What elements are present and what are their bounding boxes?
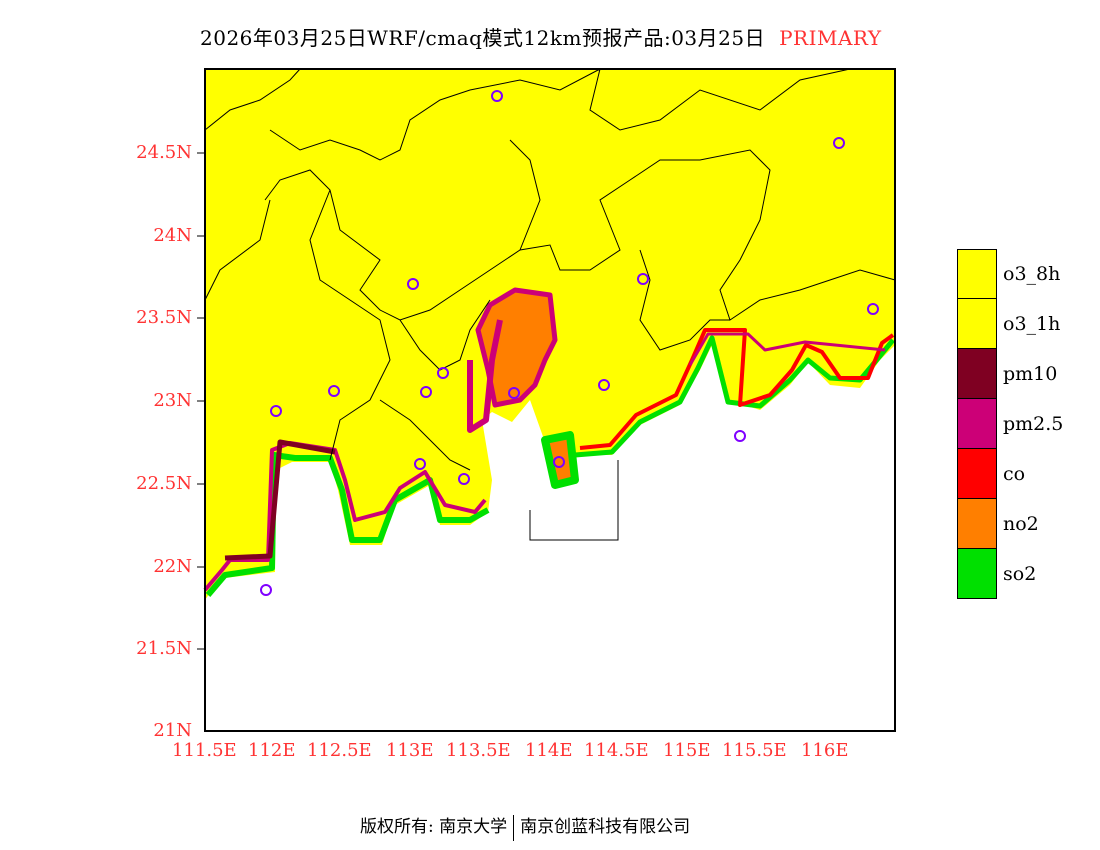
sea-area: [205, 345, 895, 731]
legend-label: pm2.5: [1003, 413, 1064, 435]
legend-label: no2: [1003, 513, 1039, 535]
city-markers: [260, 90, 879, 596]
legend-label: o3_1h: [1003, 313, 1061, 335]
x-tick-label: 116E: [801, 740, 849, 761]
y-tick-label: 21N: [153, 720, 192, 741]
y-tick-label: 23N: [153, 390, 192, 411]
y-tick-label: 22.5N: [136, 473, 192, 494]
copyright-owner: 版权所有: 南京大学: [360, 817, 508, 837]
coast-band-east-pm25: [688, 332, 886, 366]
coast-band-east-outer: [579, 328, 895, 450]
x-tick-label: 111.5E: [172, 740, 237, 761]
footer-divider: [513, 814, 515, 841]
x-tick-label: 115.5E: [722, 740, 787, 761]
legend-label: co: [1003, 463, 1026, 485]
pollution-cells: [203, 287, 895, 597]
no2-region: [475, 287, 558, 408]
legend-item: so2: [957, 549, 1063, 599]
x-tick-label: 112.5E: [307, 740, 372, 761]
legend-item: o3_1h: [957, 299, 1063, 349]
title-pollutant-label: PRIMARY: [779, 26, 882, 50]
legend-label: o3_8h: [1003, 263, 1061, 285]
no2-region-sz: [541, 431, 579, 489]
legend-swatch: [957, 549, 997, 599]
axis-ticks: [197, 152, 205, 650]
legend: o3_8h o3_1h pm10 pm2.5 co no2 so2: [957, 249, 1063, 599]
map-frame: [204, 68, 896, 732]
legend-swatch: [957, 299, 997, 349]
title-text: 2026年03月25日WRF/cmaq模式12km预报产品:03月25日: [200, 26, 766, 50]
x-tick-label: 113.5E: [446, 740, 511, 761]
chart-title: 2026年03月25日WRF/cmaq模式12km预报产品:03月25日 PRIM…: [200, 22, 882, 51]
x-tick-label: 114.5E: [584, 740, 649, 761]
coast-band-west-outer: [203, 441, 487, 592]
y-tick-label: 24N: [153, 225, 192, 246]
x-tick-label: 112E: [248, 740, 296, 761]
legend-swatch: [957, 399, 997, 449]
y-tick-label: 21.5N: [136, 638, 192, 659]
legend-item: pm2.5: [957, 399, 1063, 449]
legend-swatch: [957, 449, 997, 499]
y-tick-label: 22N: [153, 556, 192, 577]
y-tick-label: 23.5N: [136, 307, 192, 328]
legend-swatch: [957, 499, 997, 549]
coast-band-west-pm10: [224, 439, 336, 561]
legend-label: pm10: [1003, 363, 1058, 385]
legend-item: pm10: [957, 349, 1063, 399]
legend-item: co: [957, 449, 1063, 499]
legend-swatch: [957, 249, 997, 299]
boundary-lines: [204, 68, 896, 541]
copyright-footer: 版权所有: 南京大学 南京创蓝科技有限公司: [360, 812, 690, 841]
y-tick-label: 24.5N: [136, 142, 192, 163]
copyright-company: 南京创蓝科技有限公司: [520, 817, 691, 837]
x-tick-label: 115E: [663, 740, 711, 761]
legend-item: o3_8h: [957, 249, 1063, 299]
legend-swatch: [957, 349, 997, 399]
x-tick-label: 113E: [386, 740, 434, 761]
x-tick-label: 114E: [525, 740, 573, 761]
coast-band-prd: [467, 319, 503, 433]
legend-item: no2: [957, 499, 1063, 549]
legend-label: so2: [1003, 563, 1037, 585]
